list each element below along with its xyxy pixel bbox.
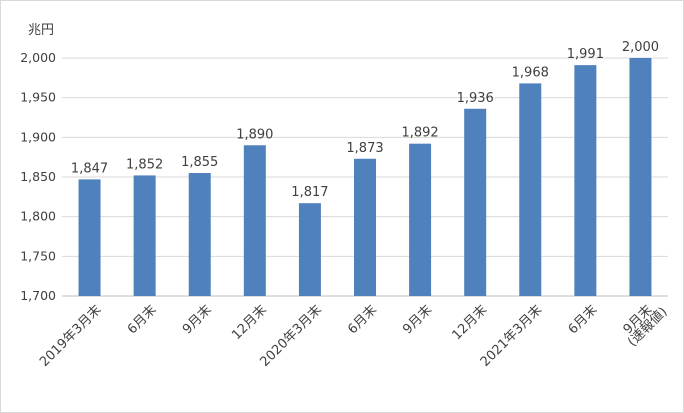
bar (188, 173, 211, 296)
x-category-label: 6月末 (345, 302, 380, 337)
y-axis-unit-label: 兆円 (28, 23, 54, 38)
data-labels: 1,847 1,852 1,855 1,890 1,817 1,873 1,892 1,936… (71, 40, 659, 200)
bar (574, 65, 597, 296)
bar (354, 158, 376, 296)
data-label: 1,847 (71, 161, 108, 176)
y-tick-label: 1,900 (20, 129, 56, 144)
x-category-label: 6月末 (125, 302, 160, 337)
x-category-label: 12月末 (229, 302, 270, 343)
bar (133, 175, 156, 296)
x-category-label: 12月末 (450, 302, 491, 343)
data-label: 1,968 (512, 65, 549, 80)
data-label: 1,852 (126, 157, 163, 172)
y-tick-label: 1,850 (20, 169, 56, 184)
bar (464, 108, 487, 296)
y-axis-ticks: 1,700 1,750 1,800 1,850 1,900 1,950 2,000 (20, 50, 56, 303)
bars (78, 58, 652, 297)
y-tick-label: 1,800 (20, 209, 56, 224)
data-label: 1,936 (457, 91, 494, 106)
bar (78, 179, 101, 296)
bar (409, 143, 432, 296)
data-label: 1,855 (181, 155, 218, 170)
gridlines (62, 57, 668, 297)
x-category-label: 9月末 (180, 302, 215, 337)
x-category-label: 9月末 (400, 302, 435, 337)
y-tick-label: 1,950 (20, 90, 56, 105)
data-label: 1,873 (346, 141, 383, 156)
x-category-label: 2019年3月末 (37, 302, 104, 369)
bar (519, 83, 542, 297)
bar (243, 145, 266, 296)
bar (629, 58, 652, 296)
y-tick-label: 2,000 (20, 50, 56, 65)
x-category-label: 6月末 (566, 302, 601, 337)
data-label: 1,890 (236, 127, 273, 142)
data-label: 1,817 (291, 185, 328, 200)
bar (298, 203, 321, 296)
data-label: 1,892 (401, 126, 438, 141)
data-label: 1,991 (567, 47, 604, 62)
y-tick-label: 1,750 (20, 248, 56, 263)
data-label: 2,000 (622, 40, 659, 55)
y-tick-label: 1,700 (20, 288, 56, 303)
